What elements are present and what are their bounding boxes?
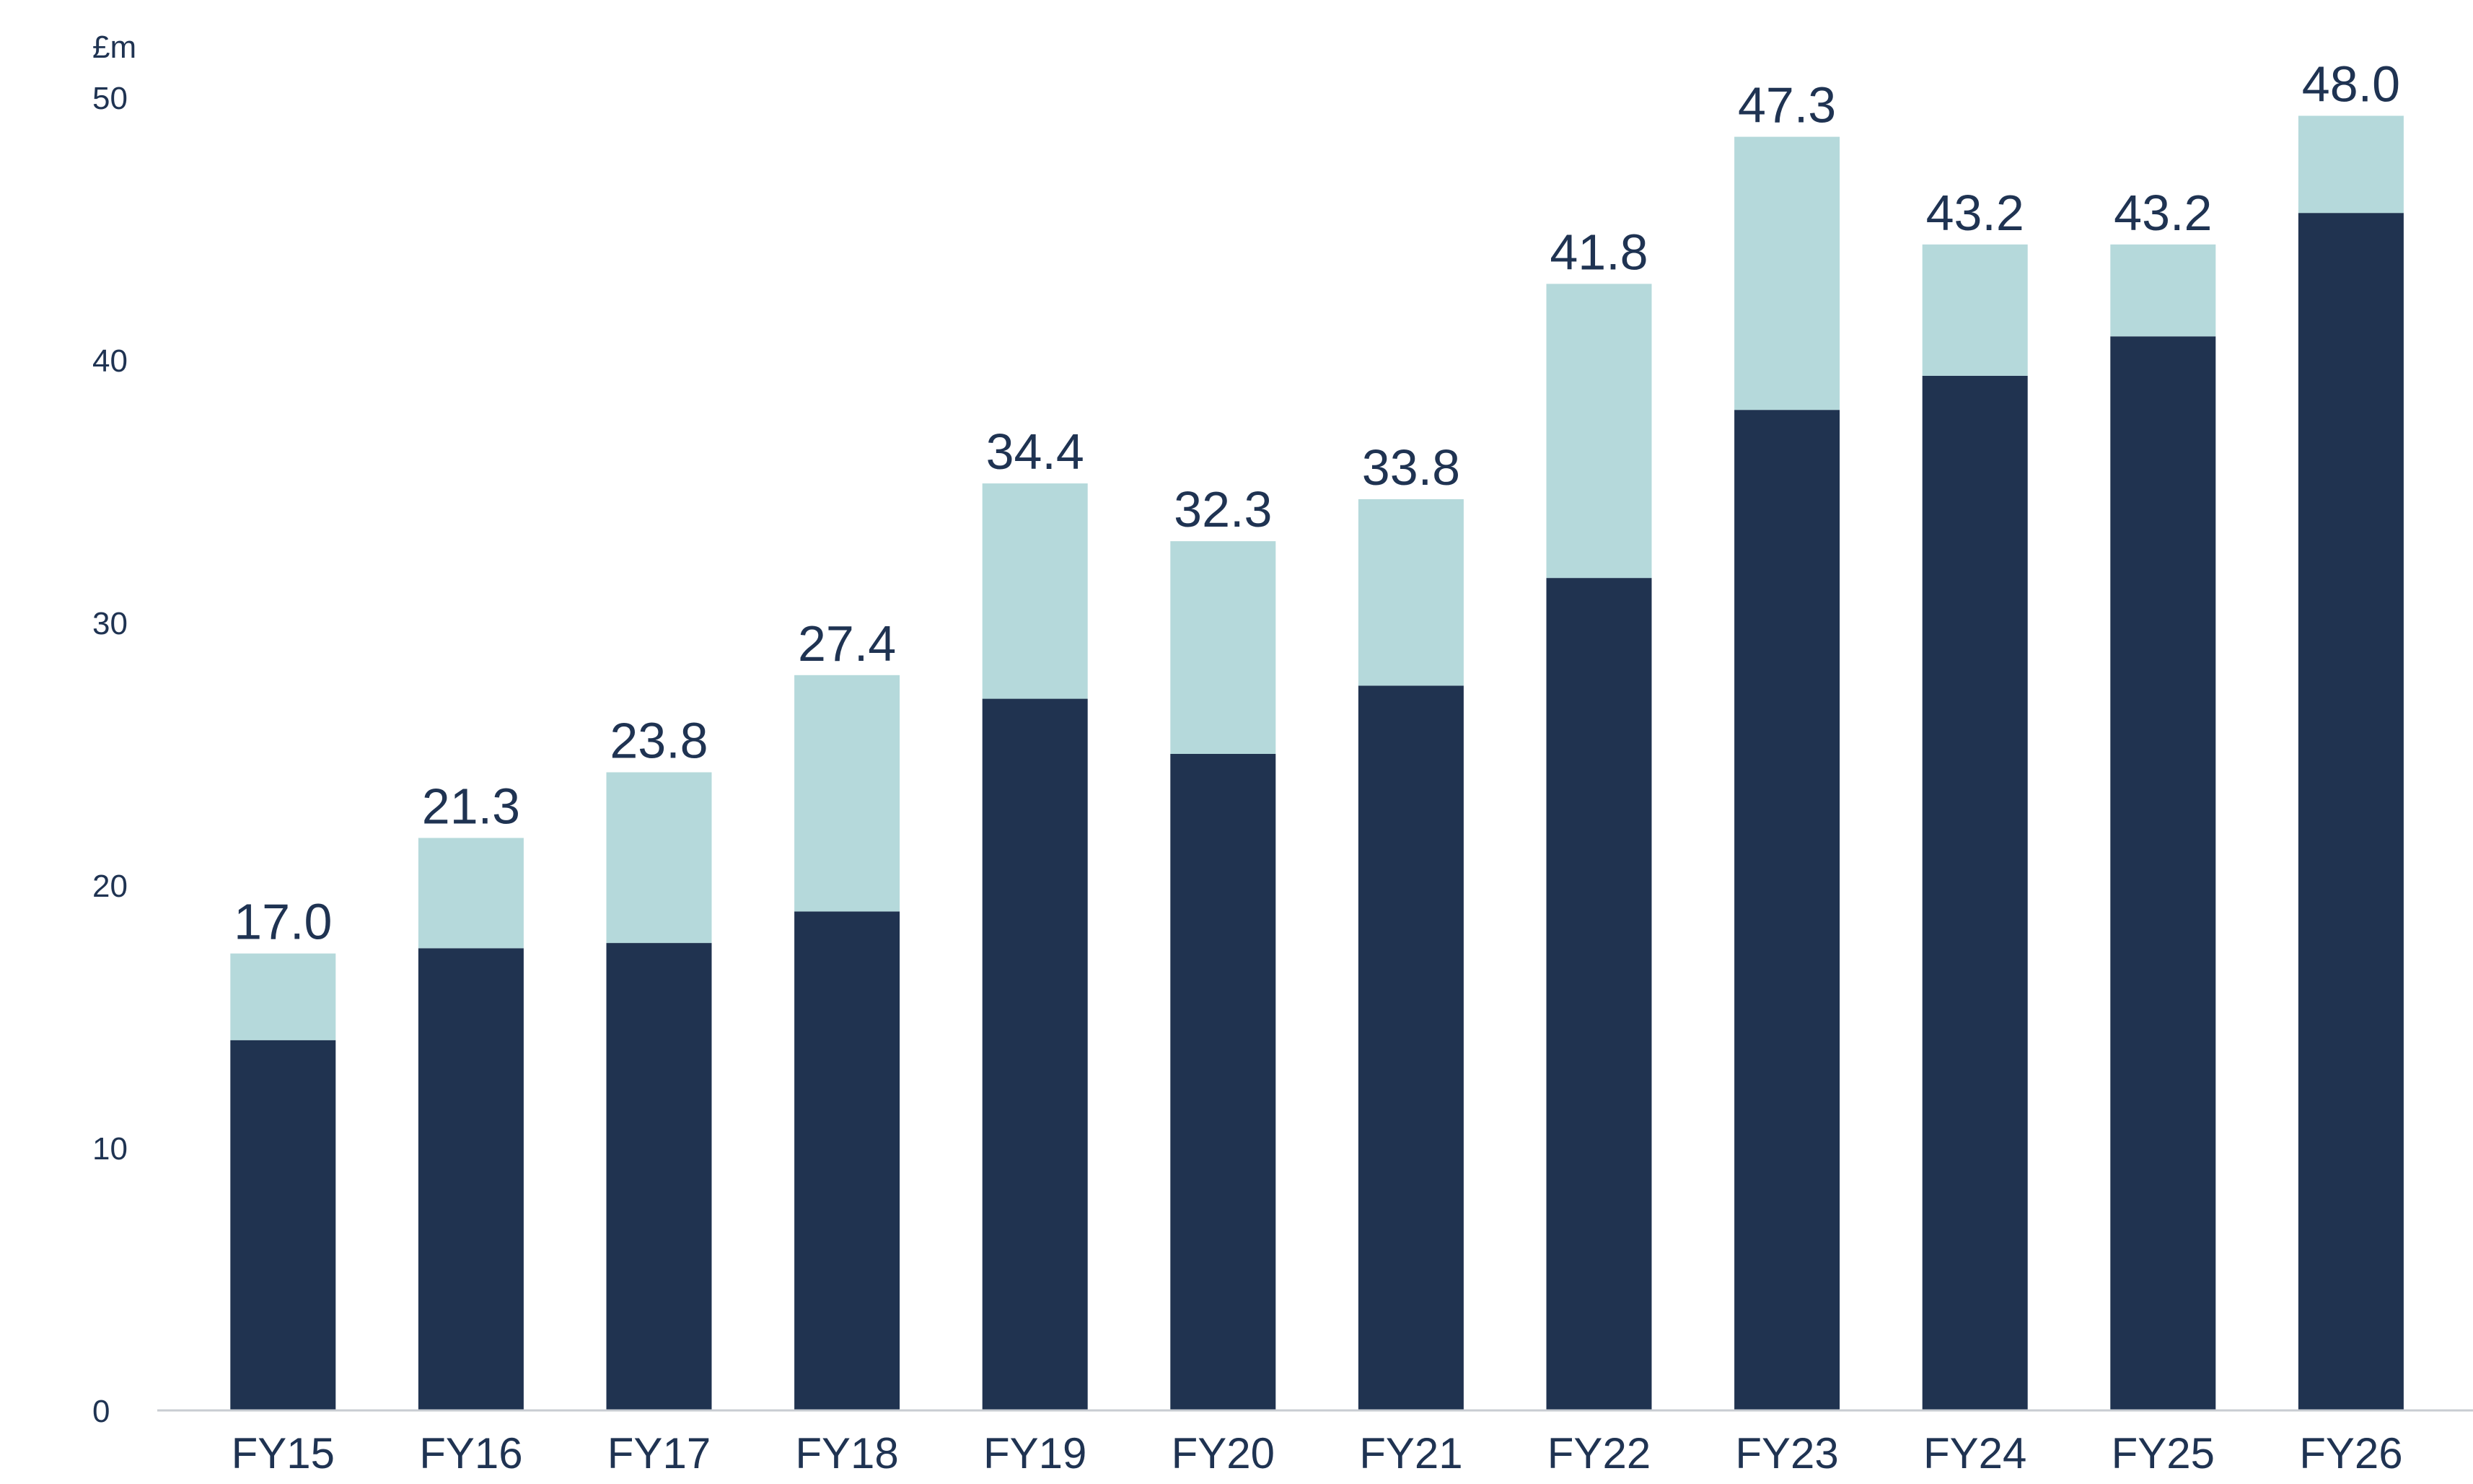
y-tick-label: 30 (92, 606, 128, 641)
y-tick-label: 20 (92, 869, 128, 904)
y-axis-unit-label: £m (92, 30, 136, 65)
bar-segment (794, 675, 900, 912)
y-axis-ticks: 0 10 20 30 40 50 (92, 81, 128, 1429)
bar-segment (982, 483, 1088, 699)
bar-segment (1358, 685, 1464, 1410)
x-tick-label: FY22 (1547, 1429, 1651, 1478)
bar-segment (1734, 136, 1840, 410)
bar-segment (982, 698, 1088, 1410)
data-label-total: 32.3 (1174, 481, 1272, 537)
data-label-total: 48.0 (2302, 56, 2400, 112)
bar-segment (606, 943, 712, 1410)
x-tick-label: FY24 (1923, 1429, 2026, 1478)
data-label-total: 41.8 (1550, 224, 1648, 280)
x-tick-label: FY20 (1172, 1429, 1275, 1478)
bar-segment (1546, 284, 1652, 579)
bar-segment (1170, 541, 1276, 754)
data-label-total: 43.2 (2114, 185, 2212, 241)
bar-segment (1922, 244, 2028, 376)
bar-segment (418, 948, 524, 1410)
data-label-total: 27.4 (798, 615, 896, 672)
data-label-total: 47.3 (1738, 77, 1836, 133)
bar-segment (1546, 578, 1652, 1410)
data-label-total: 21.3 (422, 778, 520, 834)
y-tick-label: 10 (92, 1131, 128, 1167)
total-data-labels: 17.0 21.3 23.8 27.4 34.4 32.3 33.8 41.8 47.3 43.2… (234, 56, 2400, 949)
bars (230, 115, 2404, 1411)
data-label-total: 23.8 (610, 712, 708, 768)
x-tick-label: FY16 (419, 1429, 522, 1478)
bar-segment (230, 1040, 336, 1410)
x-tick-label: FY25 (2112, 1429, 2215, 1478)
data-label-total: 43.2 (1926, 185, 2024, 241)
y-tick-label: 50 (92, 81, 128, 116)
x-tick-label: FY26 (2299, 1429, 2402, 1478)
bar-segment (1170, 754, 1276, 1410)
x-tick-label: FY21 (1359, 1429, 1462, 1478)
data-label-total: 17.0 (234, 894, 332, 950)
bar-segment (2110, 336, 2216, 1410)
bar-segment (1358, 499, 1464, 686)
data-label-total: 33.8 (1362, 439, 1460, 496)
bar-segment (2298, 115, 2404, 214)
bar-segment (606, 772, 712, 944)
x-tick-label: FY17 (607, 1429, 711, 1478)
y-tick-label: 40 (92, 343, 128, 379)
x-tick-label: FY23 (1735, 1429, 1838, 1478)
data-label-total: 34.4 (986, 423, 1084, 480)
bar-segment (418, 838, 524, 949)
bar-segment (1734, 410, 1840, 1411)
x-tick-label: FY18 (795, 1429, 898, 1478)
x-tick-label: FY19 (983, 1429, 1086, 1478)
bar-segment (230, 953, 336, 1040)
x-axis-labels: FY15 FY16 FY17 FY18 FY19 FY20 FY21 FY22 FY23 FY24… (232, 1429, 2403, 1478)
bar-segment (1922, 375, 2028, 1410)
bar-segment (2110, 244, 2216, 337)
y-tick-label: 0 (92, 1394, 110, 1429)
x-tick-label: FY15 (232, 1429, 335, 1478)
bar-segment (794, 911, 900, 1410)
bar-segment (2298, 213, 2404, 1410)
